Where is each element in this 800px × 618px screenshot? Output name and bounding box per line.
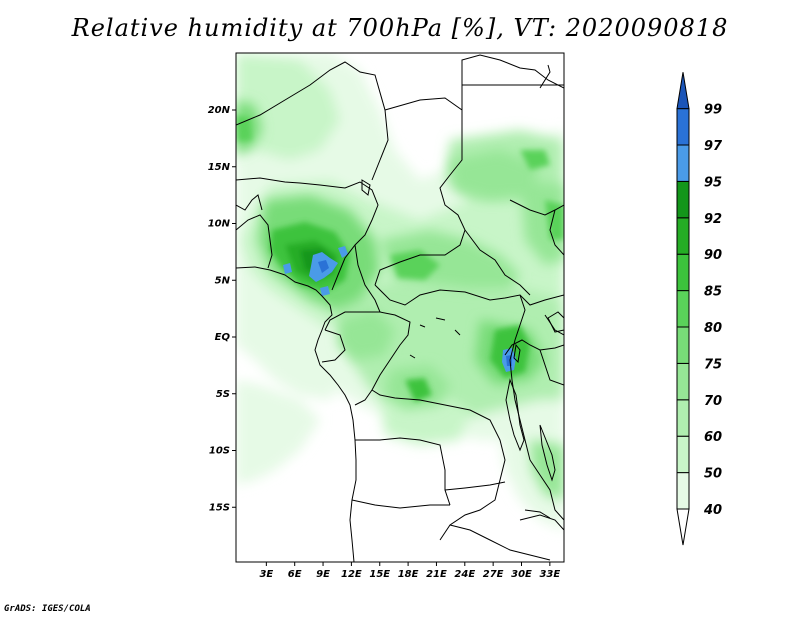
colorbar-high-arrow bbox=[676, 72, 690, 110]
longitude-axis: 3E 6E 9E 12E 15E 18E 21E 24E 27E 30E 33E bbox=[259, 562, 560, 580]
lon-tick-label: 6E bbox=[288, 569, 302, 580]
lon-tick-label: 18E bbox=[398, 569, 419, 580]
colorbar-swatch bbox=[676, 217, 690, 255]
colorbar-label: 75 bbox=[704, 357, 722, 372]
colorbar-label: 95 bbox=[704, 175, 722, 190]
colorbar: 40 50 60 70 75 80 85 90 92 95 97 99 bbox=[676, 72, 723, 546]
lon-tick-label: 30E bbox=[511, 569, 532, 580]
lon-tick-label: 15E bbox=[369, 569, 390, 580]
grads-credit: GrADS: IGES/COLA bbox=[4, 604, 91, 614]
lat-tick-label: 15N bbox=[208, 162, 231, 173]
colorbar-swatch bbox=[676, 435, 690, 474]
colorbar-swatch bbox=[676, 253, 690, 292]
colorbar-swatch bbox=[676, 399, 690, 437]
colorbar-label: 90 bbox=[704, 248, 722, 263]
borders bbox=[236, 54, 564, 562]
lat-tick-label: 10N bbox=[208, 219, 231, 230]
map-title: Relative humidity at 700hPa [%], VT: 202… bbox=[71, 14, 729, 42]
lat-tick-label: 20N bbox=[208, 105, 231, 116]
colorbar-low-arrow bbox=[676, 508, 690, 546]
lon-tick-label: 24E bbox=[454, 569, 475, 580]
lat-tick-label: 15S bbox=[209, 502, 230, 513]
colorbar-label: 97 bbox=[704, 139, 723, 154]
colorbar-swatch bbox=[676, 108, 690, 146]
lon-tick-label: 27E bbox=[483, 569, 504, 580]
lat-tick-label: 10S bbox=[209, 446, 230, 457]
colorbar-swatch bbox=[676, 180, 690, 219]
lon-tick-label: 12E bbox=[341, 569, 362, 580]
colorbar-swatch bbox=[676, 326, 690, 364]
lon-tick-label: 21E bbox=[426, 569, 447, 580]
colorbar-label: 99 bbox=[704, 103, 722, 118]
map-frame bbox=[235, 52, 565, 563]
lon-tick-label: 3E bbox=[259, 569, 273, 580]
colorbar-label: 85 bbox=[704, 285, 722, 300]
colorbar-label: 92 bbox=[704, 212, 722, 227]
colorbar-label: 80 bbox=[704, 321, 722, 336]
colorbar-swatch bbox=[676, 290, 690, 328]
colorbar-label: 40 bbox=[703, 503, 722, 518]
humidity-field bbox=[236, 53, 564, 562]
latitude-axis: 20N 15N 10N 5N EQ 5S 10S 15S bbox=[208, 105, 236, 513]
lat-tick-label: 5N bbox=[215, 275, 231, 286]
lon-tick-label: 9E bbox=[316, 569, 330, 580]
colorbar-label: 70 bbox=[704, 394, 722, 409]
colorbar-swatch bbox=[676, 362, 690, 401]
lat-tick-label: EQ bbox=[215, 332, 231, 343]
colorbar-label: 50 bbox=[704, 467, 722, 482]
colorbar-swatch bbox=[676, 472, 690, 510]
colorbar-label: 60 bbox=[704, 430, 722, 445]
lat-tick-label: 5S bbox=[216, 389, 230, 400]
lon-tick-label: 33E bbox=[539, 569, 560, 580]
colorbar-swatch bbox=[676, 144, 690, 182]
